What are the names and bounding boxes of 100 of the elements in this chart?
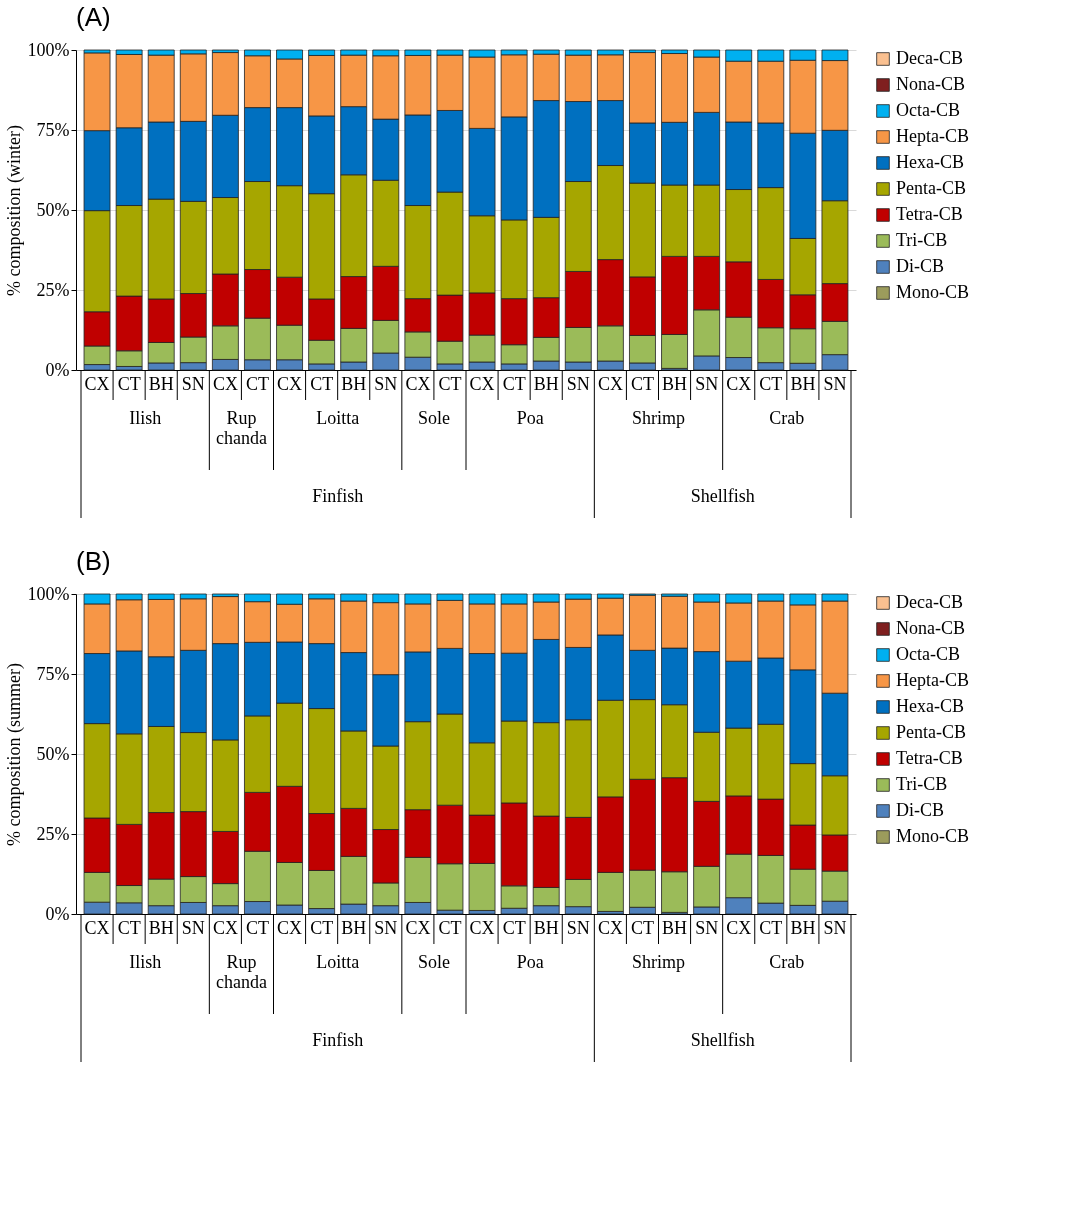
text: Crab [769, 952, 805, 972]
x-tick-label: BH [790, 918, 816, 938]
y-tick-label: 25% [36, 823, 70, 844]
text: Ilish [129, 408, 162, 428]
legend-label: Deca-CB [896, 48, 963, 68]
text: Crab [769, 408, 805, 428]
y-tick-label: 75% [36, 119, 70, 140]
x-tick-label: CT [759, 374, 783, 394]
x-tick-label: SN [181, 918, 205, 938]
legend-label: Penta-CB [896, 178, 966, 198]
x-tick-label: SN [374, 918, 398, 938]
x-tick-label: CT [245, 374, 269, 394]
y-tick-label: 75% [36, 663, 70, 684]
x-tick-label: CX [469, 918, 495, 938]
y-tick-label: 0% [45, 903, 70, 924]
x-tick-label: BH [662, 374, 688, 394]
legend-label: Tri-CB [896, 774, 948, 794]
x-tick-label: CX [277, 374, 303, 394]
x-tick-label: SN [181, 374, 205, 394]
x-tick-label: CX [405, 374, 431, 394]
x-tick-label: BH [533, 918, 559, 938]
x-tick-label: CT [117, 918, 141, 938]
legend-label: Mono-CB [896, 282, 970, 302]
x-tick-label: CX [84, 374, 110, 394]
x-tick-label: CX [405, 918, 431, 938]
text: Loitta [316, 952, 360, 972]
text: Rup chanda [215, 952, 267, 992]
legend-label: Hepta-CB [896, 670, 969, 690]
y-tick-label: 100% [27, 39, 70, 60]
legend-label: Tri-CB [896, 230, 948, 250]
legend-label: Nona-CB [896, 618, 965, 638]
legend-label: Octa-CB [896, 100, 960, 120]
x-tick-label: CT [117, 374, 141, 394]
legend-label: Nona-CB [896, 74, 965, 94]
x-tick-label: BH [341, 918, 367, 938]
x-tick-label: BH [533, 374, 559, 394]
text: Finfish [312, 1030, 364, 1050]
legend-label: Hepta-CB [896, 126, 969, 146]
x-tick-label: CX [212, 918, 238, 938]
x-tick-label: SN [695, 374, 719, 394]
text: Shrimp [631, 952, 686, 972]
x-tick-label: BH [662, 918, 688, 938]
x-tick-label: CT [310, 374, 334, 394]
x-tick-label: CX [726, 918, 752, 938]
legend-label: Tetra-CB [896, 748, 963, 768]
legend-label: Di-CB [896, 800, 945, 820]
x-tick-label: CT [759, 918, 783, 938]
legend-label: Hexa-CB [896, 152, 964, 172]
x-tick-label: CT [245, 918, 269, 938]
chart-title: (B) [76, 546, 111, 576]
legend-label: Tetra-CB [896, 204, 963, 224]
text: Shellfish [690, 486, 755, 506]
legend-label: Deca-CB [896, 592, 963, 612]
x-tick-label: CX [726, 374, 752, 394]
text: Shrimp [631, 408, 686, 428]
text: Loitta [316, 408, 360, 428]
y-tick-label: 50% [36, 199, 70, 220]
text: Poa [516, 408, 544, 428]
x-tick-label: CX [597, 918, 623, 938]
text: Sole [417, 408, 450, 428]
y-tick-label: 50% [36, 743, 70, 764]
x-tick-label: BH [790, 374, 816, 394]
x-tick-label: SN [823, 918, 847, 938]
x-tick-label: CT [630, 374, 654, 394]
x-tick-label: BH [148, 918, 174, 938]
x-tick-label: CX [277, 918, 303, 938]
x-tick-label: SN [823, 374, 847, 394]
text: Rup chanda [215, 408, 267, 448]
y-tick-label: 25% [36, 279, 70, 300]
x-tick-label: CT [310, 918, 334, 938]
x-tick-label: CT [630, 918, 654, 938]
text: Finfish [312, 486, 364, 506]
x-tick-label: SN [566, 374, 590, 394]
x-tick-label: CT [502, 374, 526, 394]
y-axis-title: % composition (winter) [3, 125, 25, 296]
text: Poa [516, 952, 544, 972]
legend-label: Octa-CB [896, 644, 960, 664]
x-tick-label: CT [502, 918, 526, 938]
legend-label: Di-CB [896, 256, 945, 276]
x-tick-label: SN [374, 374, 398, 394]
x-tick-label: CT [438, 374, 462, 394]
x-tick-label: CX [469, 374, 495, 394]
y-axis-title: % composition (summer) [3, 663, 25, 846]
text: Sole [417, 952, 450, 972]
x-tick-label: BH [341, 374, 367, 394]
chart-title: (A) [76, 2, 111, 32]
y-tick-label: 0% [45, 359, 70, 380]
x-tick-label: SN [566, 918, 590, 938]
legend-label: Hexa-CB [896, 696, 964, 716]
x-tick-label: CT [438, 918, 462, 938]
x-tick-label: CX [84, 918, 110, 938]
x-tick-label: CX [212, 374, 238, 394]
text: Shellfish [690, 1030, 755, 1050]
legend-label: Penta-CB [896, 722, 966, 742]
text: Ilish [129, 952, 162, 972]
x-tick-label: SN [695, 918, 719, 938]
legend-label: Mono-CB [896, 826, 970, 846]
x-tick-label: CX [597, 374, 623, 394]
y-tick-label: 100% [27, 583, 70, 604]
x-tick-label: BH [148, 374, 174, 394]
